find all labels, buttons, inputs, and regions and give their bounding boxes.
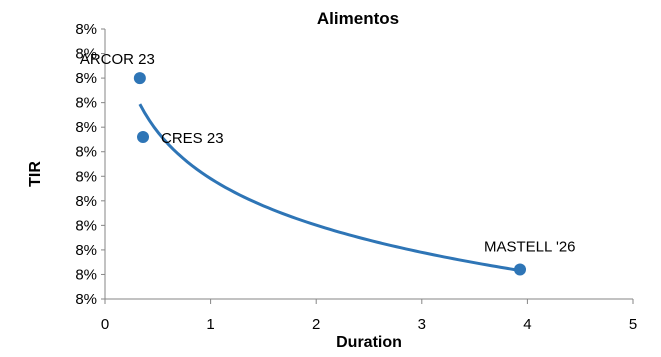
x-tick-label: 2 <box>312 316 320 333</box>
y-tick-label: 8% <box>75 21 97 38</box>
x-tick-label: 5 <box>629 316 637 333</box>
x-axis-title: Duration <box>336 334 402 351</box>
chart-title: Alimentos <box>317 9 399 28</box>
data-point-label: CRES 23 <box>161 130 224 147</box>
x-tick-labels: 0 1 2 3 4 5 <box>101 299 637 333</box>
y-tick-label: 8% <box>75 95 97 112</box>
x-tick-label: 3 <box>418 316 426 333</box>
x-tick-label: 0 <box>101 316 109 333</box>
trendline-curve <box>138 103 521 272</box>
y-tick-label: 8% <box>75 266 97 283</box>
y-tick-labels: 8% 8% 8% 8% 8% 8% 8% 8% 8% 8% 8% 8% <box>75 21 105 308</box>
x-tick-label: 1 <box>206 316 214 333</box>
y-tick-label: 8% <box>75 193 97 210</box>
data-point <box>137 131 150 143</box>
data-point-label: ARCOR 23 <box>80 51 155 68</box>
data-point <box>514 263 527 276</box>
y-tick-label: 8% <box>75 119 97 136</box>
trendline <box>138 103 521 272</box>
y-tick-label: 8% <box>75 144 97 161</box>
y-axis-title: TIR <box>27 161 44 187</box>
x-tick-label: 4 <box>523 316 531 333</box>
y-tick-label: 8% <box>75 168 97 185</box>
data-point-label: MASTELL '26 <box>484 239 576 256</box>
y-tick-label: 8% <box>75 217 97 234</box>
y-tick-label: 8% <box>75 46 97 63</box>
y-tick-label: 8% <box>75 291 97 308</box>
y-tick-label: 8% <box>75 70 97 87</box>
y-tick-label: 8% <box>75 242 97 259</box>
data-point <box>133 72 146 85</box>
data-points: ARCOR 23 CRES 23 MASTELL '26 <box>80 51 576 276</box>
